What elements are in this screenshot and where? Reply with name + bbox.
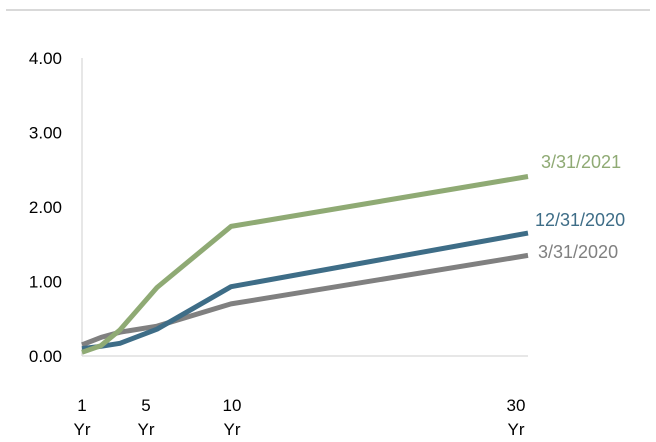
y-tick-label: 3.00: [29, 124, 62, 143]
series-label: 3/31/2021: [541, 152, 621, 172]
x-tick-labels: 1 Yr 5 Yr 10 Yr 30 Yr: [74, 396, 526, 439]
y-tick-label: 1.00: [29, 273, 62, 292]
y-tick-label: 2.00: [29, 198, 62, 217]
x-tick-label: 30 Yr: [507, 396, 526, 439]
series-line: [81, 252, 529, 348]
series-labels: 3/31/2020 12/31/2020 3/31/2021: [535, 152, 625, 262]
y-tick-label: 4.00: [29, 49, 62, 68]
x-tick-label: 1 Yr: [74, 396, 91, 439]
x-tick-label: 5 Yr: [138, 396, 155, 439]
y-tick-labels: 0.00 1.00 2.00 3.00 4.00: [29, 49, 62, 366]
series-label: 3/31/2020: [538, 242, 618, 262]
y-tick-label: 0.00: [29, 347, 62, 366]
series-line: [81, 174, 529, 355]
x-tick-label: 10 Yr: [223, 396, 242, 439]
series-lines: [81, 174, 529, 355]
series-label: 12/31/2020: [535, 210, 625, 230]
